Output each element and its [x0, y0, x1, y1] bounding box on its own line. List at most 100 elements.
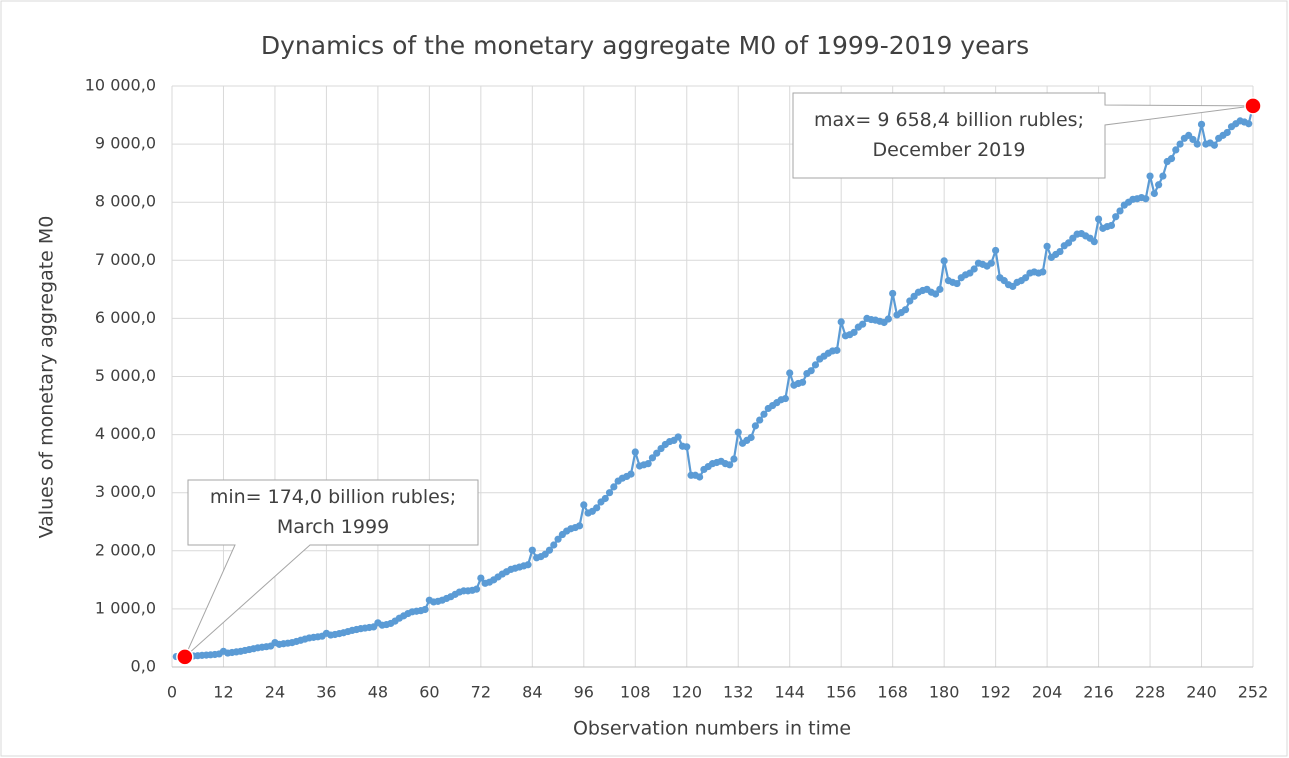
point [1210, 141, 1218, 149]
point [1112, 213, 1120, 221]
point [696, 473, 704, 481]
point [931, 290, 940, 298]
point [593, 504, 601, 512]
point [1167, 155, 1176, 163]
point [906, 297, 914, 305]
x-tick-label: 252 [1238, 683, 1269, 702]
point [1159, 172, 1167, 180]
point [601, 494, 609, 503]
point [1150, 189, 1158, 198]
y-tick-label: 8 000,0 [95, 192, 156, 211]
point [970, 265, 978, 273]
point [554, 535, 562, 543]
x-tick-label: 132 [723, 683, 754, 702]
x-tick-label: 156 [826, 683, 857, 702]
point [550, 541, 558, 549]
x-tick-label: 228 [1135, 683, 1166, 702]
x-tick-label: 0 [167, 683, 177, 702]
point [545, 546, 554, 554]
point [747, 433, 755, 442]
point [850, 328, 858, 336]
y-tick-label: 0,0 [131, 657, 156, 676]
x-tick-label: 204 [1032, 683, 1063, 702]
point [1193, 140, 1201, 148]
point [837, 318, 845, 326]
x-tick-label: 144 [774, 683, 805, 702]
point [528, 546, 536, 554]
point [1176, 140, 1184, 148]
point [1056, 247, 1064, 256]
y-tick-label: 5 000,0 [95, 366, 156, 385]
point [940, 257, 948, 265]
point [472, 585, 481, 593]
point [811, 361, 820, 369]
point [1043, 242, 1051, 250]
point [889, 289, 897, 298]
point [1107, 221, 1116, 230]
x-tick-label: 12 [213, 683, 233, 702]
x-tick-label: 240 [1186, 683, 1217, 702]
point [1142, 195, 1150, 203]
point [756, 416, 764, 424]
point [859, 320, 867, 328]
x-tick-label: 192 [980, 683, 1011, 702]
point [730, 455, 738, 463]
point [798, 378, 807, 386]
callout [792, 92, 1254, 179]
point [1245, 120, 1253, 128]
y-axis-label: Values of monetary aggregate M0 [36, 216, 58, 539]
point [726, 461, 734, 469]
y-tick-label: 7 000,0 [95, 250, 156, 269]
point [1116, 207, 1124, 215]
point [1146, 172, 1154, 180]
point [1223, 128, 1231, 137]
x-tick-label: 24 [265, 683, 285, 702]
x-tick-label: 120 [671, 683, 702, 702]
x-tick-label: 108 [620, 683, 651, 702]
x-tick-label: 48 [368, 683, 388, 702]
point [524, 561, 532, 569]
y-tick-label: 6 000,0 [95, 308, 156, 327]
point [884, 315, 892, 323]
point [992, 246, 1000, 255]
point [631, 448, 639, 456]
point [1022, 274, 1030, 282]
x-tick-label: 96 [574, 683, 594, 702]
y-tick-label: 3 000,0 [95, 482, 156, 501]
point [807, 367, 815, 375]
point [605, 489, 614, 497]
x-axis-label: Observation numbers in time [573, 718, 851, 740]
point [781, 394, 790, 403]
point [936, 285, 944, 293]
point [421, 605, 429, 614]
point [644, 460, 652, 468]
point [751, 422, 759, 430]
point [833, 346, 841, 354]
point [683, 443, 691, 451]
point [901, 306, 910, 314]
point [1064, 239, 1073, 247]
x-tick-label: 72 [471, 683, 491, 702]
point [627, 470, 635, 478]
point [610, 483, 618, 491]
point [477, 574, 485, 582]
y-tick-label: 2 000,0 [95, 540, 156, 559]
point [1090, 238, 1098, 246]
point [653, 449, 661, 457]
annotation-text: min= 174,0 billion rubles; [210, 486, 456, 508]
x-tick-label: 180 [929, 683, 960, 702]
x-tick-label: 168 [877, 683, 908, 702]
y-tick-label: 1 000,0 [95, 598, 156, 617]
callout [184, 479, 479, 658]
point [1094, 215, 1103, 223]
point [648, 454, 657, 462]
point [734, 428, 742, 436]
x-tick-label: 36 [316, 683, 336, 702]
highlight-point [1244, 97, 1262, 115]
annotation-text: December 2019 [873, 139, 1026, 161]
x-tick-label: 84 [522, 683, 542, 702]
point [575, 522, 584, 530]
point [1155, 181, 1163, 189]
